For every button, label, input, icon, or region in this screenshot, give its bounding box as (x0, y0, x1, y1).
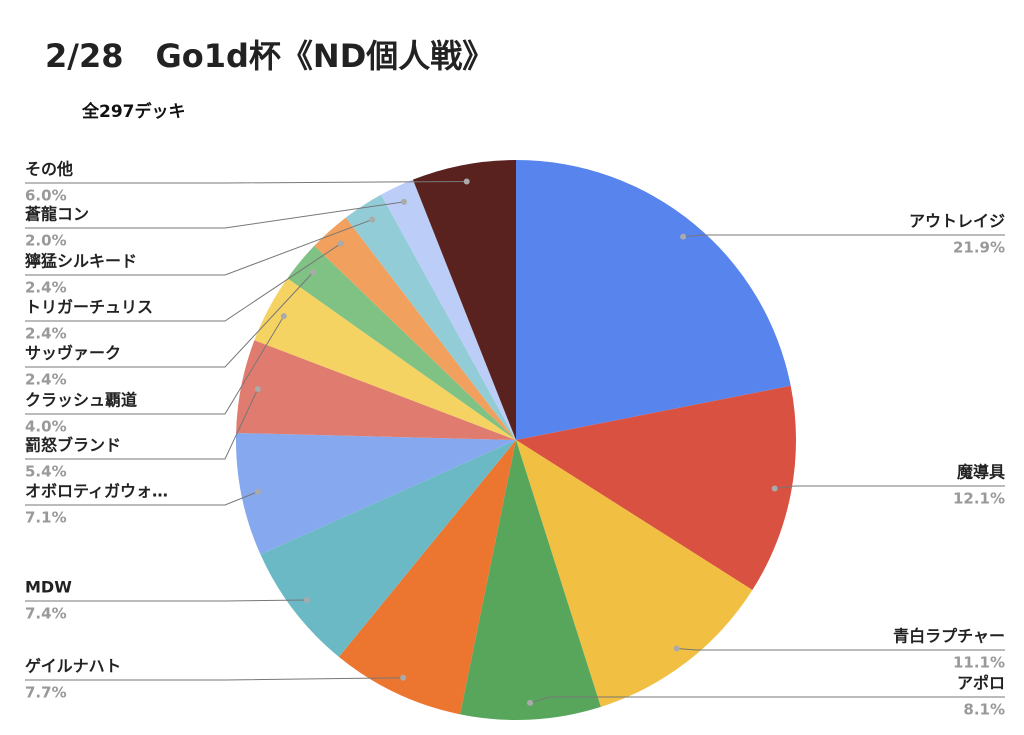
pie-slice (460, 440, 601, 720)
pie-slice (516, 385, 796, 591)
leader-line (25, 388, 259, 460)
leader-dot (771, 485, 778, 492)
pie-slice (516, 440, 753, 707)
leader-line (25, 180, 467, 184)
leader-line (25, 271, 314, 368)
leader-dot (400, 674, 407, 681)
leader-dot (280, 313, 287, 320)
leader-line (25, 599, 308, 602)
slice-label: トリガーチュリス (25, 298, 153, 317)
slice-label: 蒼龍コン (25, 205, 89, 224)
slice-value-label: 4.0% (25, 418, 67, 436)
slice-value-label: 12.1% (953, 490, 1005, 508)
leader-dot (527, 699, 534, 706)
pie-slice (314, 217, 516, 440)
pie-slice (236, 340, 516, 440)
leader-dot (304, 597, 311, 604)
leader-line (529, 696, 1005, 704)
leader-line (774, 485, 1005, 490)
pie-slice (236, 432, 516, 555)
pie-slice (260, 440, 516, 657)
chart-subtitle: 全297デッキ (81, 101, 186, 122)
leader-line (25, 243, 341, 322)
leader-line (676, 647, 1005, 651)
slice-label: アウトレイジ (909, 212, 1005, 231)
leader-line (683, 234, 1005, 238)
leader-dot (337, 240, 344, 247)
slice-value-label: 21.9% (953, 239, 1005, 257)
leader-dot (254, 488, 261, 495)
pie-slice (338, 440, 516, 715)
slice-label: 獰猛シルキード (25, 252, 137, 271)
pie-slice (516, 160, 791, 440)
leader-dot (310, 269, 317, 276)
leader-line (25, 219, 373, 276)
slice-label: オボロティガウォ… (25, 482, 168, 501)
slice-value-label: 2.4% (25, 371, 67, 389)
leader-line (25, 201, 405, 229)
leader-dot (400, 198, 407, 205)
slice-label: 罰怒ブランド (25, 436, 121, 455)
slice-label: サッヴァーク (25, 344, 121, 363)
leader-dot (673, 645, 680, 652)
leader-dot (680, 233, 687, 240)
leader-line (25, 677, 404, 681)
chart-title: 2/28 Go1d杯《ND個人戦》 (45, 37, 494, 75)
slice-label: 青白ラプチャー (893, 627, 1005, 646)
slice-value-label: 8.1% (963, 701, 1005, 719)
leader-dot (369, 216, 376, 223)
pie-slice (381, 179, 516, 440)
pie-slice (412, 160, 516, 440)
slice-value-label: 11.1% (953, 654, 1005, 672)
slice-value-label: 5.4% (25, 463, 67, 481)
pie-slice (254, 278, 517, 440)
slice-label: MDW (25, 578, 72, 597)
pie-slice (287, 245, 516, 440)
slice-label: クラッシュ覇道 (25, 391, 137, 410)
slice-value-label: 7.7% (25, 684, 67, 702)
slice-value-label: 2.0% (25, 232, 67, 250)
leader-line (25, 315, 285, 415)
slice-label: ゲイルナハト (25, 657, 121, 676)
pie-slice (345, 194, 516, 440)
slice-value-label: 2.4% (25, 325, 67, 343)
leader-dot (463, 178, 470, 185)
slice-label: アポロ (957, 674, 1005, 693)
slice-value-label: 2.4% (25, 279, 67, 297)
leader-line (25, 491, 259, 506)
slice-label: 魔導具 (957, 463, 1005, 482)
slice-value-label: 7.1% (25, 509, 67, 527)
leader-dot (254, 386, 261, 393)
slice-value-label: 7.4% (25, 605, 67, 623)
slice-label: その他 (25, 160, 73, 179)
slice-value-label: 6.0% (25, 187, 67, 205)
